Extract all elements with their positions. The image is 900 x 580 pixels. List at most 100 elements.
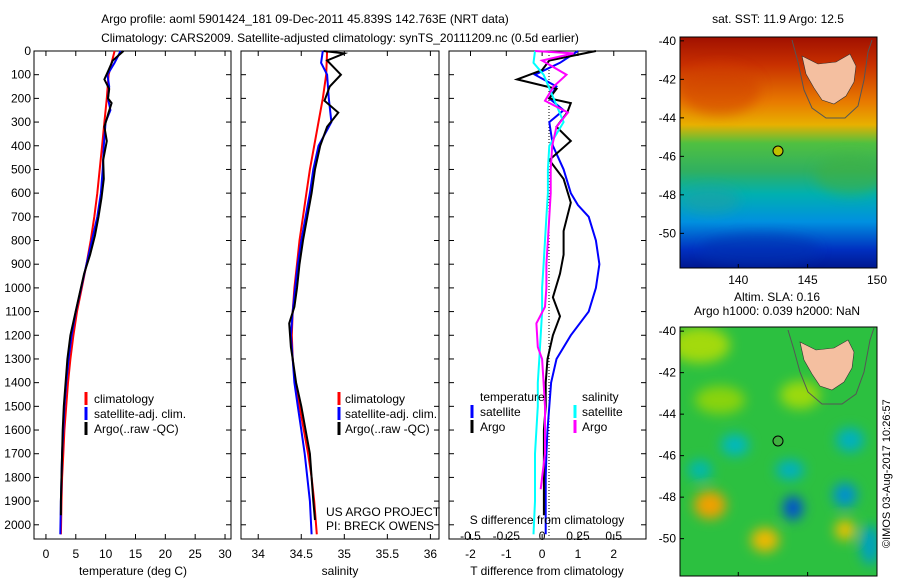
map-y-tick-label: -44	[659, 407, 677, 421]
legend-label-argo: Argo(..raw -QC)	[345, 422, 430, 436]
map-y-tick-label: -42	[659, 366, 677, 380]
temperature-legend: climatology satellite-adj. clim. Argo(..…	[84, 392, 186, 436]
temperature-axes-box	[33, 50, 232, 540]
y-tick-label: 0	[24, 44, 31, 58]
legend-label-t-argo: Argo	[480, 420, 506, 434]
project-annotation-line-1: US ARGO PROJECT	[326, 505, 441, 519]
series-line-2	[532, 50, 565, 535]
y-tick-label: 1700	[4, 447, 31, 461]
difference-ticks: -2 -1 0 1 2 -0.5 -0.25 0 0.25 0.5	[449, 50, 646, 561]
x-tick-label: 30	[218, 547, 232, 561]
y-tick-label: 400	[11, 139, 31, 153]
x-tick-label: 34	[252, 547, 266, 561]
map-x-tick-label: 150	[867, 273, 887, 287]
t-difference-xlabel: T difference from climatology	[470, 564, 624, 578]
s-difference-xlabel: S difference from climatology	[470, 513, 625, 527]
shelf-contour	[791, 39, 873, 119]
salinity-xlabel: salinity	[322, 564, 359, 578]
sla-low-patch	[836, 428, 864, 452]
sst-map-frame	[679, 36, 878, 269]
s-tick-label: 0.25	[566, 529, 590, 543]
difference-lines	[513, 50, 601, 535]
sla-low-patch	[833, 483, 857, 507]
x-tick-label: 5	[72, 547, 79, 561]
s-tick-label: 0	[539, 529, 546, 543]
y-tick-label: 900	[11, 257, 31, 271]
y-tick-label: 800	[11, 234, 31, 248]
series-line-1	[289, 50, 333, 535]
sla-high-patch	[694, 491, 726, 519]
sla-low-patch	[688, 460, 712, 480]
y-tick-label: 1800	[4, 470, 31, 484]
legend-label-argo: Argo(..raw -QC)	[94, 422, 179, 436]
sst-cold-patch	[700, 234, 820, 266]
argo-float-marker	[772, 435, 784, 447]
s-tick-label: 0.5	[605, 529, 622, 543]
x-tick-label: 0	[539, 547, 546, 561]
sla-map-title: Altim. SLA: 0.16	[734, 290, 820, 304]
y-tick-label: 1200	[4, 328, 31, 342]
legend-header-temperature: temperature	[480, 390, 545, 404]
legend-label-s-argo: Argo	[582, 420, 608, 434]
difference-panel: -2 -1 0 1 2 -0.5 -0.25 0 0.25 0.5 T difference fr…	[448, 50, 647, 578]
map-x-tick-label: 140	[728, 273, 748, 287]
shelf-contour	[787, 327, 875, 405]
map-y-tick-label: -48	[659, 490, 677, 504]
y-tick-label: 1100	[5, 305, 31, 319]
x-tick-label: 1	[575, 547, 582, 561]
y-tick-label: 500	[11, 162, 31, 176]
legend-label-t-satellite: satellite	[480, 405, 521, 419]
y-tick-label: 100	[11, 68, 31, 82]
legend-label-climatology: climatology	[345, 392, 405, 406]
imos-credit: ©IMOS 03-Aug-2017 10:26:57	[881, 399, 893, 548]
x-tick-label: 0	[43, 547, 50, 561]
y-tick-label: 1600	[4, 423, 31, 437]
sla-map-panel: Altim. SLA: 0.16 Argo h1000: 0.039 h2000…	[659, 290, 878, 577]
sst-cool-patch	[815, 155, 877, 195]
sst-cool-patch	[680, 186, 740, 214]
figure-title-line-1: Argo profile: aoml 5901424_181 09-Dec-20…	[101, 12, 509, 26]
salinity-legend: climatology satellite-adj. clim. Argo(..…	[337, 392, 437, 436]
map-x-tick-label: 145	[798, 273, 818, 287]
temperature-panel: 0 5 10 15 20 25 300100200300400500600700800900…	[4, 44, 232, 578]
map-y-tick-label: -40	[659, 34, 677, 48]
project-annotation-line-2: PI: BRECK OWENS	[326, 519, 434, 533]
sla-map-subtitle: Argo h1000: 0.039 h2000: NaN	[694, 304, 860, 318]
y-tick-label: 1300	[4, 352, 31, 366]
sla-high-patch	[835, 520, 855, 540]
sst-map-ticks: 140 145 150 -40 -42 -44 -46 -48 -50	[659, 34, 888, 287]
tasmania-landmass	[799, 339, 855, 391]
legend-label-satellite: satellite-adj. clim.	[345, 407, 437, 421]
sla-map-frame	[679, 326, 878, 577]
legend-label-climatology: climatology	[94, 392, 154, 406]
map-y-tick-label: -50	[659, 226, 677, 240]
series-line-3	[534, 50, 574, 490]
x-tick-label: 20	[159, 547, 173, 561]
map-y-tick-label: -46	[659, 149, 677, 163]
x-tick-label: 25	[189, 547, 203, 561]
y-tick-label: 600	[11, 186, 31, 200]
legend-label-s-satellite: satellite	[582, 405, 623, 419]
x-tick-label: 15	[129, 547, 143, 561]
difference-axes-box	[448, 50, 647, 540]
temperature-xlabel: temperature (deg C)	[79, 564, 187, 578]
figure-title-line-2: Climatology: CARS2009. Satellite-adjuste…	[101, 31, 579, 45]
y-tick-label: 1000	[4, 281, 31, 295]
sla-high-patch	[780, 381, 820, 409]
sla-low-patch	[783, 496, 803, 520]
x-tick-label: 36	[424, 547, 438, 561]
temperature-ticks: 0 5 10 15 20 25 300100200300400500600700800900…	[4, 44, 232, 561]
y-tick-label: 2000	[4, 518, 31, 532]
y-tick-label: 1900	[4, 494, 31, 508]
salinity-axes-box	[240, 50, 440, 540]
map-y-tick-label: -46	[659, 449, 677, 463]
argo-float-marker	[772, 145, 784, 157]
x-tick-label: 2	[610, 547, 617, 561]
x-tick-label: -1	[501, 547, 512, 561]
sla-high-patch	[751, 528, 779, 552]
series-line-2	[288, 50, 349, 521]
sla-high-patch	[680, 327, 730, 363]
sla-low-patch	[776, 460, 804, 480]
sst-map-panel: sat. SST: 11.9 Argo: 12.5 140 145 150 -40 -4…	[659, 12, 888, 287]
